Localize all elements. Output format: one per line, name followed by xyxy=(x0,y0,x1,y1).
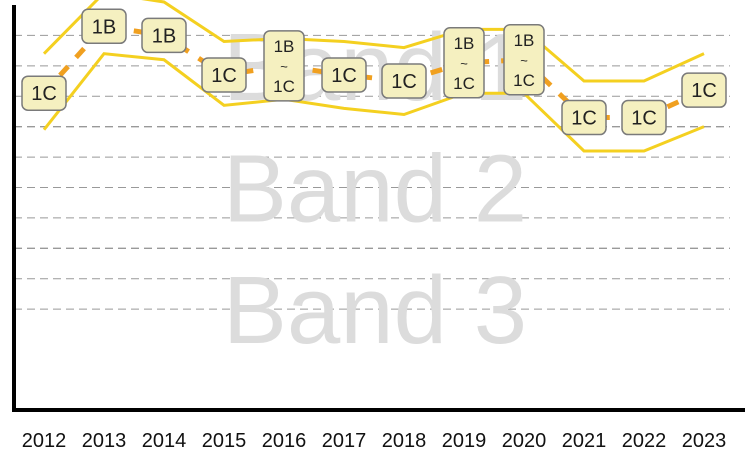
band-label: Band 2 xyxy=(223,136,527,243)
ranking-node: 1C xyxy=(681,72,727,108)
ranking-node-upper-label: 1B xyxy=(454,34,475,53)
ranking-nodes: 1C 1B 1B 1C 1B ~1C 1C 1C 1B ~1C 1B ~1C 1C 1C 1C xyxy=(21,8,727,136)
x-tick-label: 2018 xyxy=(382,430,427,452)
ranking-node-tilde: ~ xyxy=(460,56,468,71)
ranking-node-label: 1C xyxy=(631,108,657,130)
x-tick-label: 2012 xyxy=(22,430,67,452)
ranking-node-box xyxy=(681,72,727,108)
ranking-node: 1B xyxy=(141,17,187,54)
ranking-node-label: 1C xyxy=(391,71,417,93)
ranking-node: 1C xyxy=(561,99,607,136)
lower-interval-line xyxy=(42,52,705,153)
x-tick-label: 2017 xyxy=(322,430,367,452)
x-tick-label: 2015 xyxy=(202,430,247,452)
x-tick-label: 2016 xyxy=(262,430,307,452)
ranking-node: 1B xyxy=(81,8,127,45)
band-label: Band 3 xyxy=(223,257,527,364)
ranking-node: 1B ~1C xyxy=(443,27,485,99)
ranking-node-lower-label: 1C xyxy=(273,77,295,96)
ranking-node-upper-label: 1B xyxy=(514,31,535,50)
ranking-node-box xyxy=(21,75,67,111)
ranking-node-label: 1B xyxy=(92,16,116,38)
gridlines xyxy=(14,34,730,310)
ranking-node: 1B ~1C xyxy=(263,30,305,102)
x-tick-label: 2021 xyxy=(562,430,607,452)
ranking-node-box xyxy=(263,30,305,102)
ranking-node-label: 1C xyxy=(211,65,237,87)
ranking-node: 1C xyxy=(201,57,247,93)
axes xyxy=(12,5,745,412)
ranking-node-label: 1C xyxy=(691,80,717,102)
x-tick-label: 2020 xyxy=(502,430,547,452)
ranking-node: 1C xyxy=(381,63,427,99)
ranking-node-label: 1C xyxy=(331,65,357,87)
x-tick-label: 2019 xyxy=(442,430,487,452)
ranking-node-box xyxy=(381,63,427,99)
ranking-node: 1C xyxy=(621,99,667,136)
ranking-node-box xyxy=(201,57,247,93)
ranking-node-box xyxy=(621,99,667,136)
ranking-node-tilde: ~ xyxy=(520,53,528,68)
ranking-node-label: 1C xyxy=(571,108,597,130)
ranking-node-box xyxy=(561,99,607,136)
confidence-lines xyxy=(42,0,705,153)
ranking-node-label: 1B xyxy=(152,25,176,47)
ranking-node-box xyxy=(141,17,187,54)
year-labels: 2012 2013 2014 2015 2016 2017 2018 2019 2020 2021… xyxy=(22,430,727,452)
ranking-node-box xyxy=(81,8,127,45)
ranking-node-box xyxy=(321,57,367,93)
upper-interval-line xyxy=(42,0,705,83)
ranking-node-lower-label: 1C xyxy=(513,71,535,90)
ranking-node-box xyxy=(503,24,545,96)
x-tick-label: 2022 xyxy=(622,430,667,452)
x-tick-label: 2014 xyxy=(142,430,187,452)
ranking-node-lower-label: 1C xyxy=(453,74,475,93)
ranking-node: 1C xyxy=(321,57,367,93)
ranking-node-upper-label: 1B xyxy=(274,37,295,56)
x-tick-label: 2013 xyxy=(82,430,127,452)
x-tick-label: 2023 xyxy=(682,430,727,452)
ranking-node-box xyxy=(443,27,485,99)
ranking-node: 1B ~1C xyxy=(503,24,545,96)
ranking-node-label: 1C xyxy=(31,83,57,105)
ranking-node-tilde: ~ xyxy=(280,59,288,74)
ranking-node: 1C xyxy=(21,75,67,111)
